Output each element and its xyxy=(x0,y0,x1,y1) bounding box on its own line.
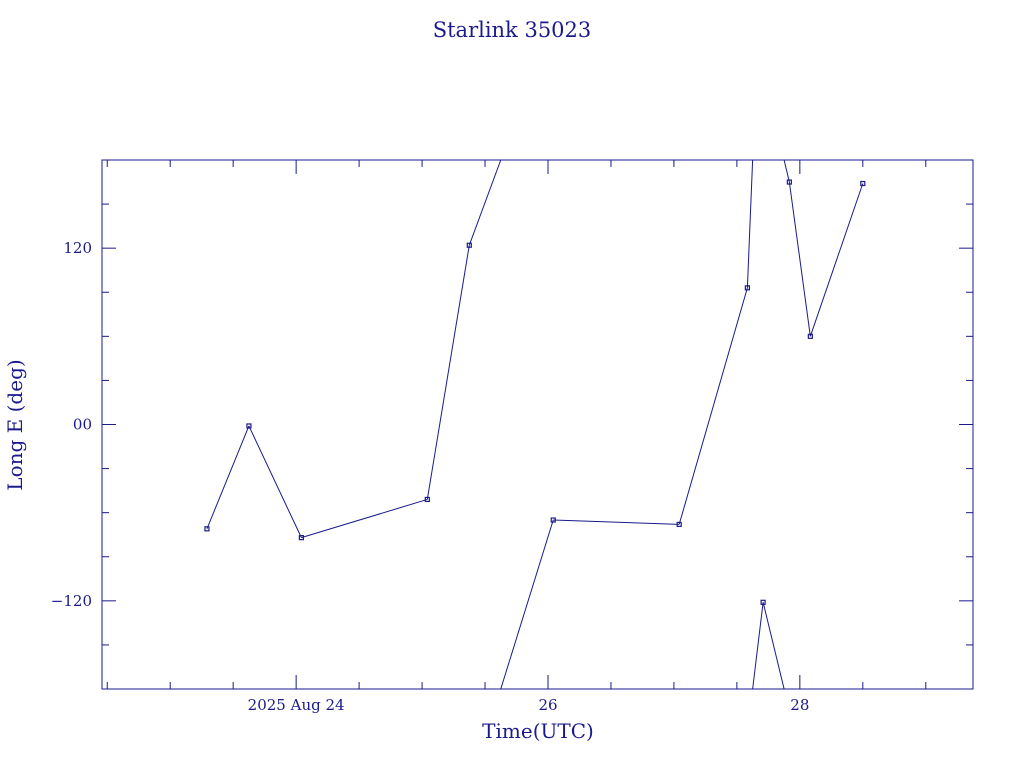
data-markers xyxy=(204,179,866,605)
x-tick-label: 28 xyxy=(790,696,809,714)
series-segment xyxy=(468,159,502,246)
series-segment xyxy=(301,498,428,539)
data-point xyxy=(424,496,430,503)
series-segment xyxy=(206,425,250,530)
y-tick-label: 00 xyxy=(73,416,92,434)
plot-frame xyxy=(101,159,974,690)
series-segment xyxy=(762,602,785,690)
series-longitude xyxy=(206,159,864,690)
data-point xyxy=(786,179,792,185)
chart-title: Starlink 35023 xyxy=(433,18,592,42)
series-segment xyxy=(248,425,302,538)
series-segment xyxy=(783,159,790,183)
series-segment xyxy=(678,287,748,525)
series-segment xyxy=(500,519,554,690)
data-point xyxy=(676,521,682,528)
x-tick-label: 26 xyxy=(538,696,557,714)
y-axis-label: Long E (deg) xyxy=(3,359,27,490)
series-segment xyxy=(426,245,470,500)
data-point xyxy=(760,599,766,605)
data-point xyxy=(466,242,472,248)
series-segment xyxy=(809,183,864,337)
series-segment xyxy=(752,602,764,690)
x-tick-labels: 2025 Aug 24 26 28 xyxy=(248,696,810,714)
y-tick-label: −120 xyxy=(51,592,92,610)
data-point xyxy=(550,517,556,523)
series-segment xyxy=(788,181,811,337)
data-point xyxy=(246,423,252,429)
x-tick-label: 2025 Aug 24 xyxy=(248,696,345,714)
x-axis-label: Time(UTC) xyxy=(482,719,594,743)
data-point xyxy=(744,285,750,291)
axis-ticks xyxy=(102,159,973,690)
y-tick-label: 120 xyxy=(63,239,92,257)
data-point xyxy=(860,180,866,187)
data-point xyxy=(807,333,813,339)
y-tick-labels: 120 00 −120 xyxy=(51,239,92,610)
data-point xyxy=(204,526,210,532)
series-segment xyxy=(746,159,754,288)
data-point xyxy=(298,535,304,541)
series-segment xyxy=(553,519,680,525)
